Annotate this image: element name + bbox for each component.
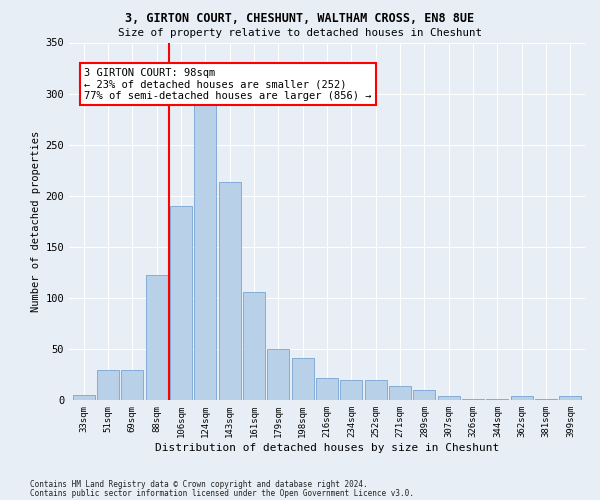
Bar	[292, 358, 314, 400]
X-axis label: Distribution of detached houses by size in Cheshunt: Distribution of detached houses by size …	[155, 442, 499, 452]
Text: 3, GIRTON COURT, CHESHUNT, WALTHAM CROSS, EN8 8UE: 3, GIRTON COURT, CHESHUNT, WALTHAM CROSS…	[125, 12, 475, 26]
Bar	[316, 378, 338, 400]
Bar	[121, 370, 143, 400]
Bar	[340, 380, 362, 400]
Bar	[462, 399, 484, 400]
Text: Contains HM Land Registry data © Crown copyright and database right 2024.: Contains HM Land Registry data © Crown c…	[30, 480, 368, 489]
Bar	[146, 276, 167, 400]
Bar	[170, 206, 192, 400]
Bar	[559, 396, 581, 400]
Y-axis label: Number of detached properties: Number of detached properties	[31, 130, 41, 312]
Bar	[194, 98, 216, 400]
Bar	[487, 399, 508, 400]
Bar	[218, 182, 241, 400]
Bar	[73, 395, 95, 400]
Text: Size of property relative to detached houses in Cheshunt: Size of property relative to detached ho…	[118, 28, 482, 38]
Bar	[535, 399, 557, 400]
Bar	[413, 390, 436, 400]
Text: Contains public sector information licensed under the Open Government Licence v3: Contains public sector information licen…	[30, 488, 414, 498]
Bar	[389, 386, 411, 400]
Text: 3 GIRTON COURT: 98sqm
← 23% of detached houses are smaller (252)
77% of semi-det: 3 GIRTON COURT: 98sqm ← 23% of detached …	[85, 68, 372, 100]
Bar	[243, 292, 265, 400]
Bar	[268, 349, 289, 400]
Bar	[438, 396, 460, 400]
Bar	[511, 396, 533, 400]
Bar	[365, 380, 386, 400]
Bar	[97, 370, 119, 400]
